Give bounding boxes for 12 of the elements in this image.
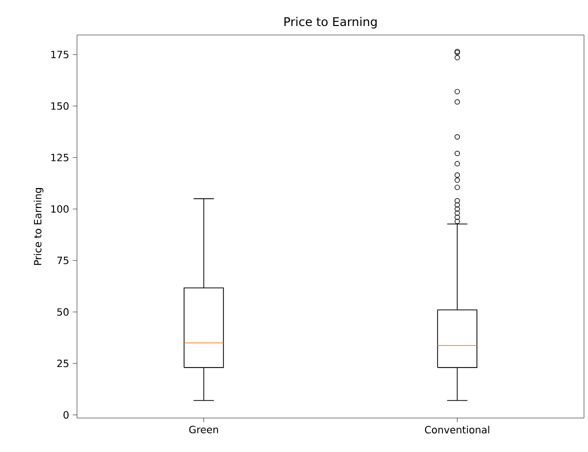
- y-tick-label: 175: [51, 50, 68, 58]
- y-tick-label: 50: [57, 308, 69, 316]
- x-tick-label: Conventional: [424, 426, 490, 434]
- y-tick-label: 0: [64, 411, 69, 419]
- y-tick-label: 75: [57, 256, 68, 264]
- x-tick-label: Green: [189, 426, 218, 434]
- y-axis-title: Price to Earning: [34, 188, 44, 265]
- chart-title: Price to Earning: [284, 16, 377, 28]
- y-tick-label: 150: [51, 102, 69, 110]
- y-tick-label: 25: [57, 360, 68, 368]
- y-tick-label: 125: [51, 154, 68, 162]
- y-tick-label: 100: [51, 205, 69, 213]
